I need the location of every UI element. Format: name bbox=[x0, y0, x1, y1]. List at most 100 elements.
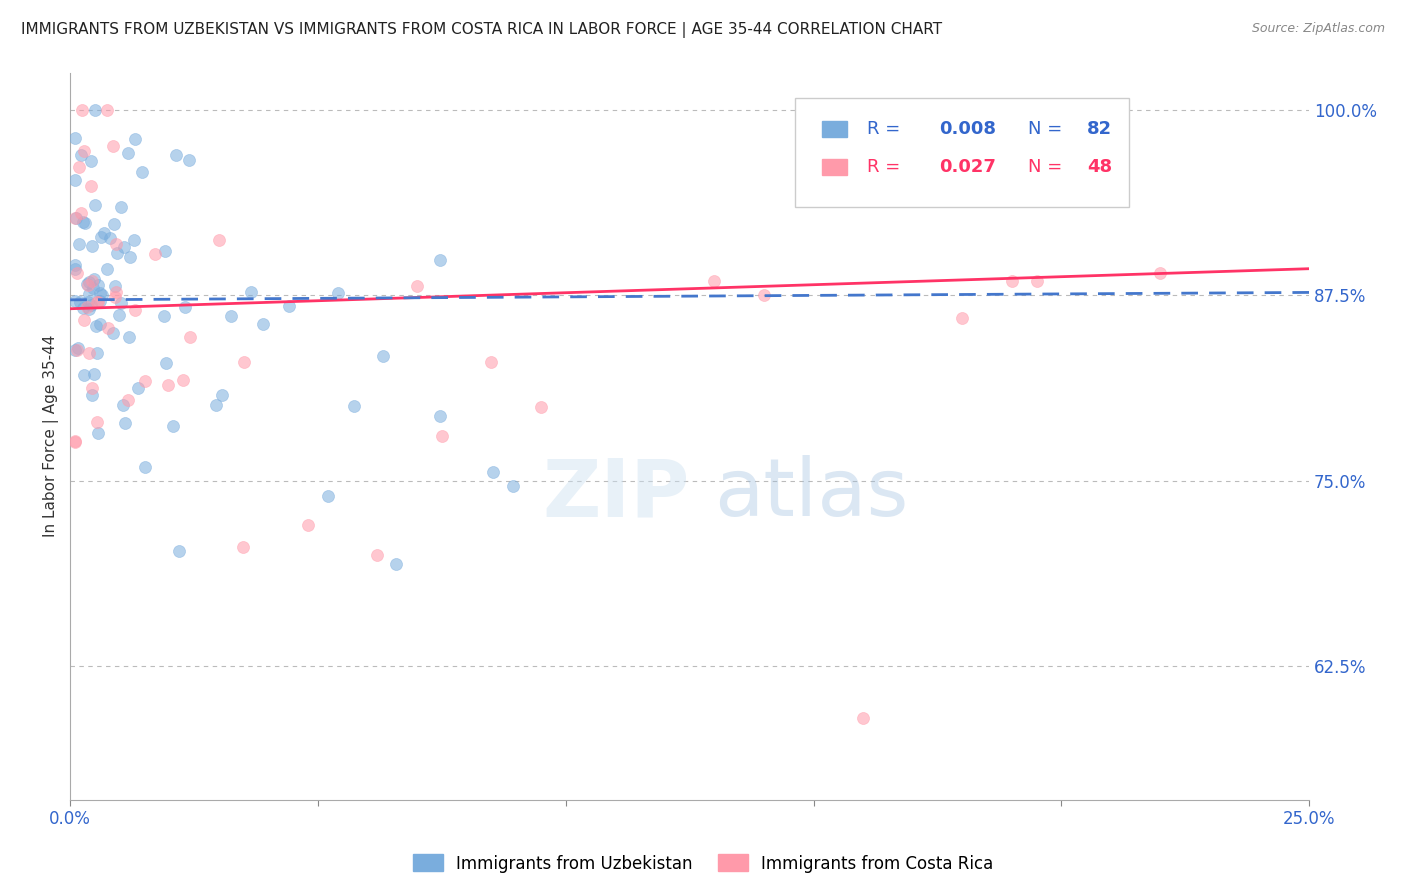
Point bbox=[385, 558, 408, 572]
Point bbox=[77, 301, 100, 316]
Point bbox=[502, 478, 524, 492]
Point bbox=[852, 711, 875, 725]
Point bbox=[67, 341, 90, 355]
Point bbox=[86, 415, 108, 429]
Point bbox=[84, 197, 107, 211]
Point bbox=[82, 388, 104, 402]
Point bbox=[373, 349, 395, 363]
Point bbox=[90, 288, 112, 302]
Text: 0.008: 0.008 bbox=[939, 120, 995, 138]
Text: Source: ZipAtlas.com: Source: ZipAtlas.com bbox=[1251, 22, 1385, 36]
Point bbox=[86, 425, 108, 440]
Point bbox=[73, 368, 96, 382]
Point bbox=[211, 387, 233, 401]
Point bbox=[127, 381, 149, 395]
Point bbox=[67, 236, 90, 251]
Point bbox=[80, 381, 103, 395]
Point bbox=[63, 293, 86, 308]
Point bbox=[93, 226, 115, 240]
Point bbox=[77, 275, 100, 289]
Point bbox=[481, 465, 503, 479]
Bar bbox=[823, 160, 846, 176]
Point bbox=[89, 317, 111, 331]
Point bbox=[131, 165, 153, 179]
Point bbox=[105, 237, 128, 252]
Point bbox=[82, 281, 104, 295]
Point bbox=[67, 160, 90, 174]
Point bbox=[75, 216, 97, 230]
Point bbox=[429, 409, 451, 423]
Point bbox=[101, 326, 124, 340]
Point bbox=[104, 278, 127, 293]
Point bbox=[278, 299, 301, 313]
Point bbox=[63, 262, 86, 277]
Point bbox=[252, 317, 274, 331]
Point bbox=[70, 103, 93, 117]
Point bbox=[530, 400, 553, 414]
Point bbox=[73, 144, 96, 158]
Point bbox=[208, 233, 231, 247]
Point bbox=[76, 277, 98, 291]
Point bbox=[232, 540, 254, 554]
Text: atlas: atlas bbox=[714, 456, 908, 533]
Point bbox=[65, 211, 87, 225]
Point bbox=[117, 392, 139, 407]
Point bbox=[172, 373, 194, 387]
Point bbox=[406, 279, 429, 293]
Point bbox=[63, 130, 86, 145]
Point bbox=[1025, 274, 1047, 288]
Point bbox=[97, 320, 120, 334]
Point bbox=[167, 544, 190, 558]
Point bbox=[430, 429, 453, 443]
Point bbox=[69, 148, 91, 162]
Text: N =: N = bbox=[1028, 159, 1069, 177]
Point bbox=[66, 266, 89, 280]
Point bbox=[63, 434, 86, 448]
Text: N =: N = bbox=[1028, 120, 1069, 138]
Point bbox=[221, 309, 243, 323]
Point bbox=[326, 285, 349, 300]
Point bbox=[134, 375, 156, 389]
Point bbox=[343, 400, 366, 414]
Point bbox=[63, 258, 86, 272]
Point bbox=[114, 416, 136, 430]
Point bbox=[80, 274, 103, 288]
Point bbox=[108, 308, 131, 322]
Point bbox=[232, 355, 254, 369]
FancyBboxPatch shape bbox=[794, 98, 1129, 208]
Point bbox=[80, 154, 103, 169]
Point bbox=[83, 367, 105, 381]
Point bbox=[87, 295, 110, 310]
Point bbox=[83, 271, 105, 285]
Point bbox=[70, 206, 93, 220]
Point bbox=[240, 285, 263, 299]
Text: ZIP: ZIP bbox=[543, 456, 690, 533]
Point bbox=[63, 211, 86, 225]
Point bbox=[174, 300, 197, 314]
Point bbox=[1149, 266, 1171, 280]
Point bbox=[316, 489, 339, 503]
Text: R =: R = bbox=[868, 120, 905, 138]
Point bbox=[63, 435, 86, 450]
Point bbox=[429, 253, 451, 268]
Point bbox=[153, 309, 176, 323]
Point bbox=[110, 296, 132, 310]
Y-axis label: In Labor Force | Age 35-44: In Labor Force | Age 35-44 bbox=[44, 335, 59, 538]
Point bbox=[96, 261, 118, 276]
Point bbox=[96, 103, 118, 117]
Point bbox=[124, 132, 146, 146]
Point bbox=[104, 290, 127, 304]
Point bbox=[177, 153, 200, 168]
Bar bbox=[823, 121, 846, 136]
Point bbox=[157, 378, 180, 392]
Point bbox=[703, 274, 725, 288]
Point bbox=[80, 178, 103, 193]
Point bbox=[134, 460, 156, 475]
Point bbox=[481, 355, 503, 369]
Point bbox=[124, 303, 146, 318]
Point bbox=[122, 233, 145, 247]
Point bbox=[89, 286, 111, 301]
Point bbox=[112, 240, 135, 254]
Point bbox=[110, 200, 132, 214]
Point bbox=[66, 343, 89, 357]
